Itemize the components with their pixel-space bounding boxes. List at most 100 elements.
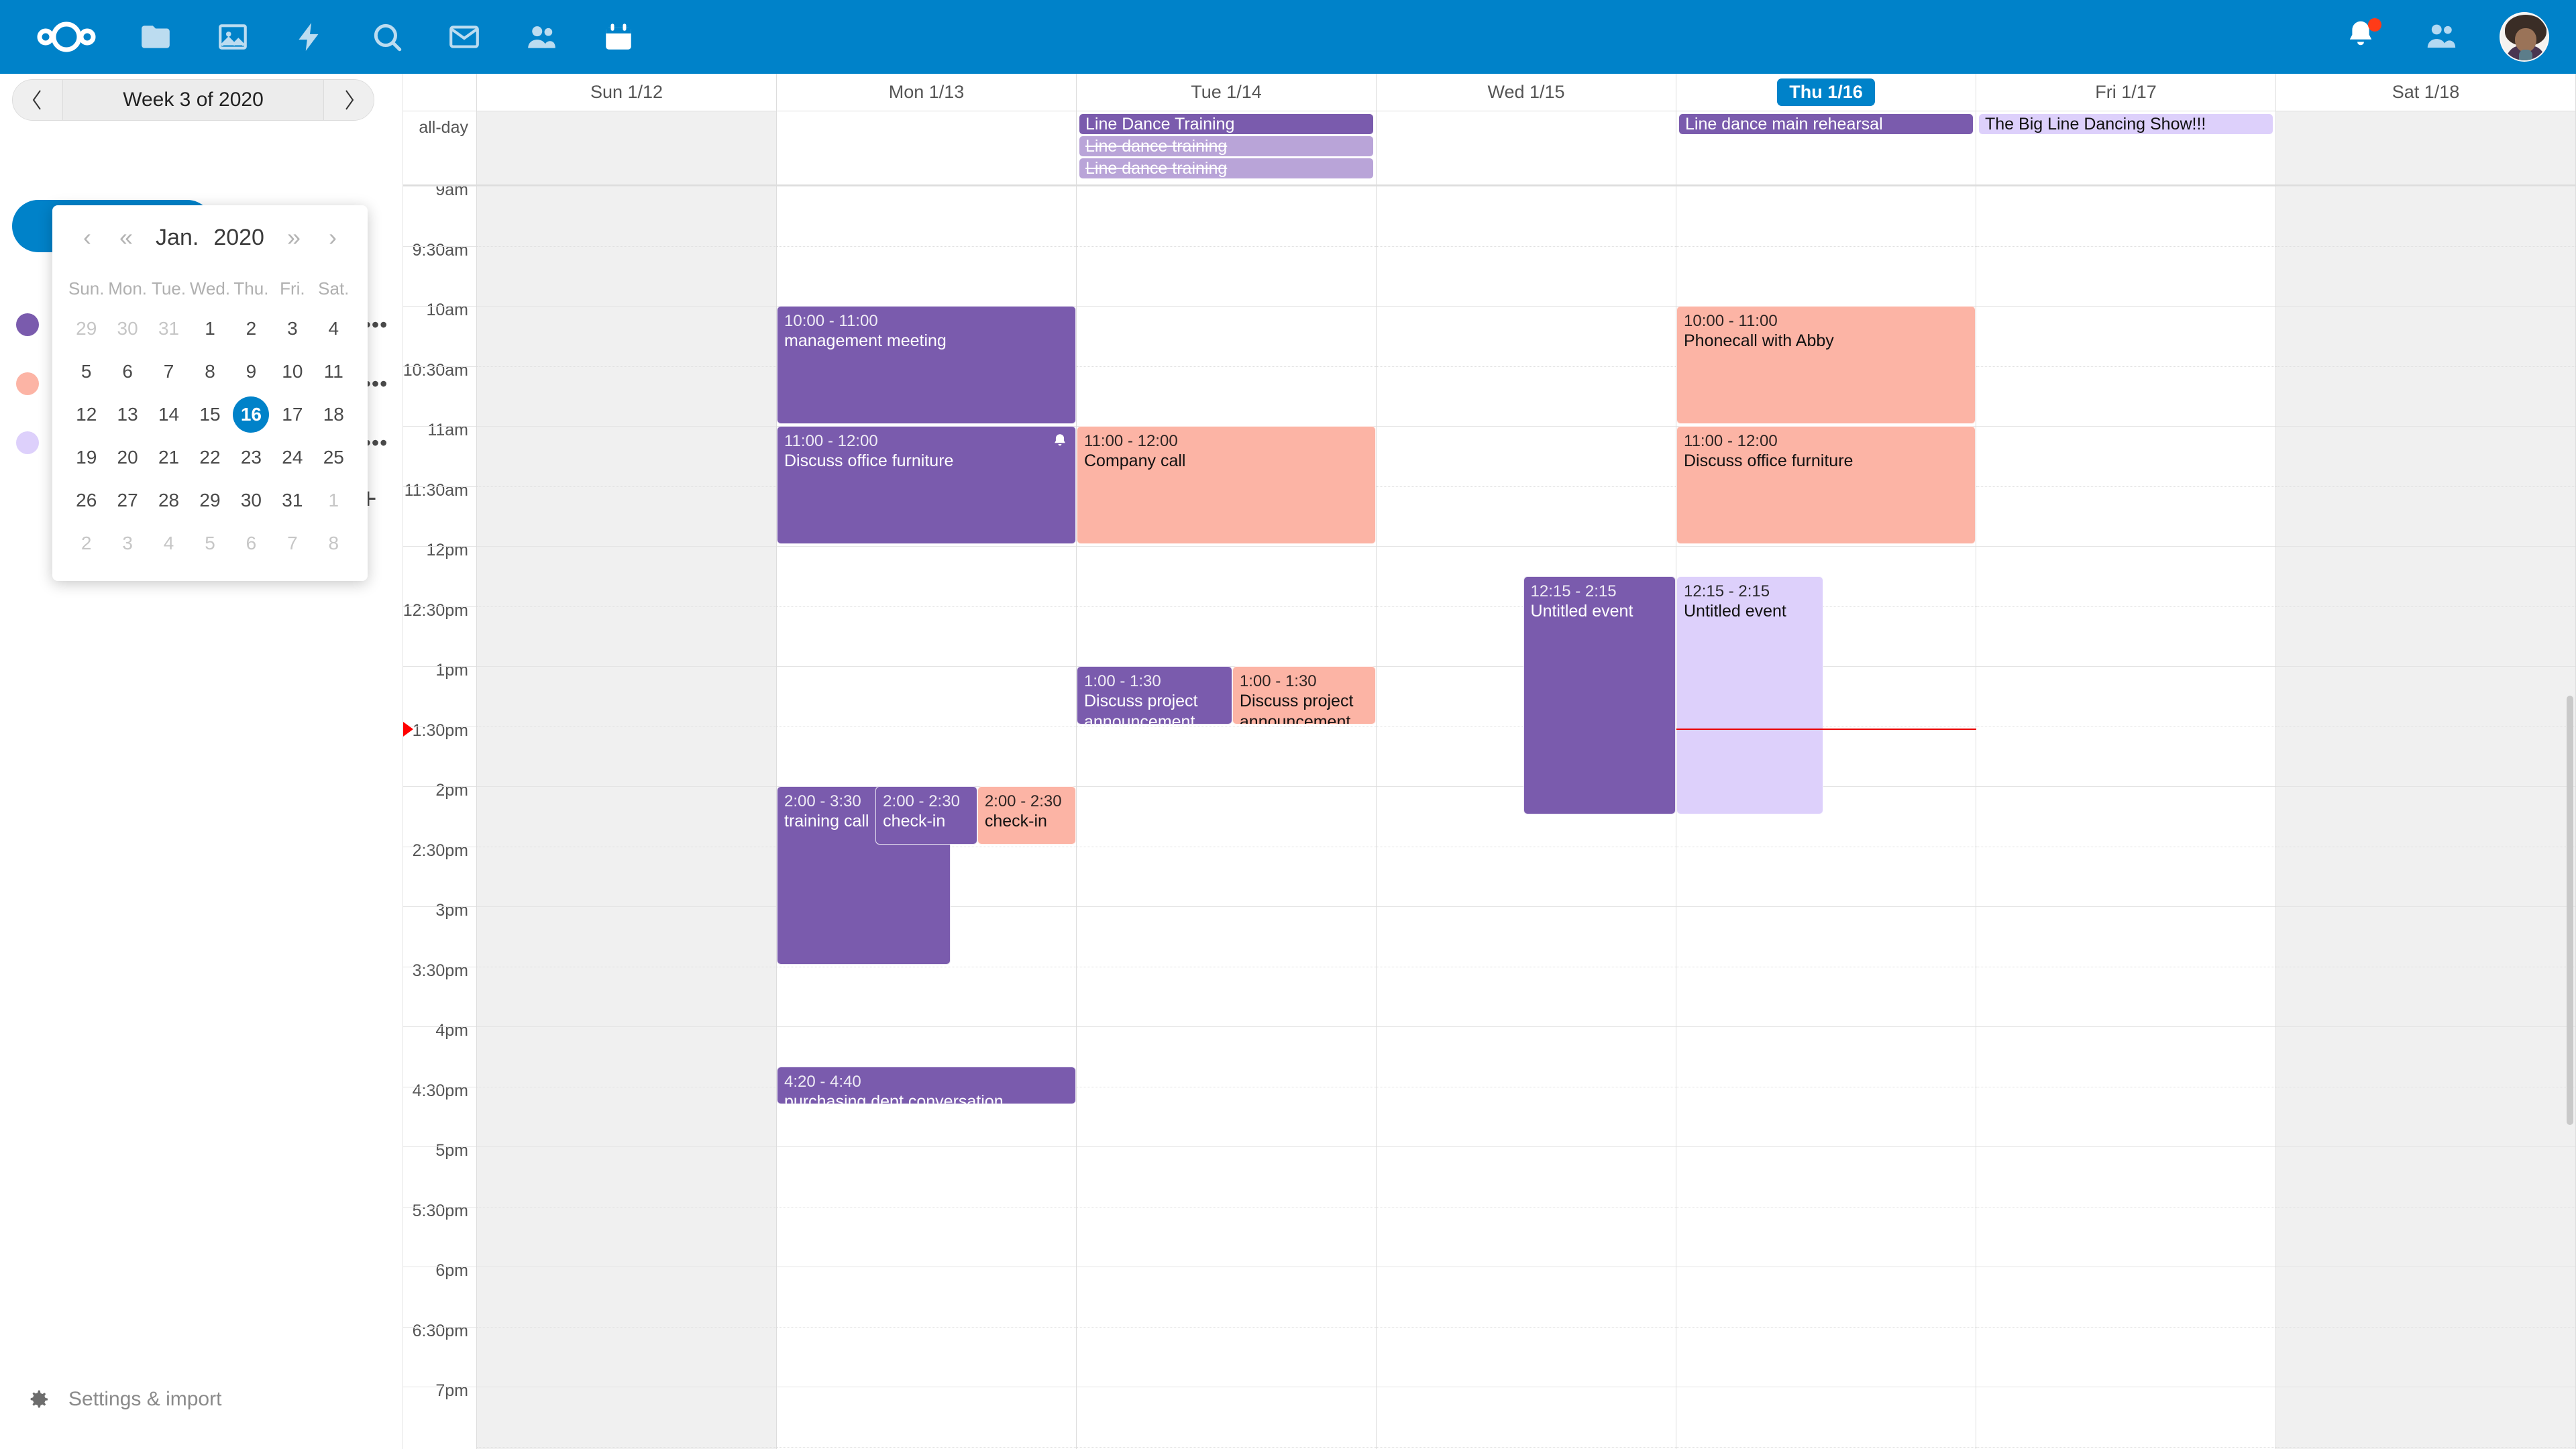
date-picker-day[interactable]: 28 [158, 490, 180, 511]
date-picker-day[interactable]: 12 [76, 404, 97, 425]
date-picker-day[interactable]: 11 [323, 361, 343, 382]
date-picker-day[interactable]: 5 [205, 533, 215, 553]
date-picker-day[interactable]: 9 [246, 361, 257, 382]
day-header-1[interactable]: Mon 1/13 [777, 74, 1077, 111]
calendar-event[interactable]: 12:15 - 2:15 Untitled event [1523, 576, 1676, 814]
day-header-5[interactable]: Fri 1/17 [1976, 74, 2276, 111]
next-month-button[interactable]: › [329, 223, 337, 251]
date-picker-year[interactable]: 2020 [213, 224, 264, 250]
date-picker-day[interactable]: 1 [328, 490, 339, 511]
calendar-event[interactable]: 2:00 - 2:30 check-in [977, 786, 1076, 845]
date-picker-day[interactable]: 25 [323, 447, 344, 468]
date-picker-day[interactable]: 4 [328, 318, 339, 339]
date-picker-day[interactable]: 19 [76, 447, 97, 468]
all-day-column-3[interactable] [1377, 111, 1676, 184]
date-picker-month[interactable]: Jan. [156, 224, 199, 250]
date-picker-day[interactable]: 10 [282, 361, 303, 382]
all-day-event[interactable]: The Big Line Dancing Show!!! [1979, 114, 2273, 134]
previous-week-button[interactable] [13, 80, 62, 120]
day-column-4[interactable]: 12:15 - 2:15 Untitled event 10:00 - 11:00 P… [1676, 186, 1976, 1449]
day-header-0[interactable]: Sun 1/12 [477, 74, 777, 111]
calendar-event[interactable]: 11:00 - 12:00 Discuss office furniture [777, 426, 1076, 544]
date-picker-day-selected[interactable]: 16 [231, 393, 272, 436]
contacts-icon[interactable] [502, 0, 580, 74]
settings-and-import-button[interactable]: Settings & import [0, 1373, 402, 1426]
date-picker-day[interactable]: 22 [199, 447, 221, 468]
date-picker-day[interactable]: 2 [80, 533, 92, 553]
photos-icon[interactable] [194, 0, 271, 74]
day-column-6[interactable] [2276, 186, 2576, 1449]
calendar-icon[interactable] [580, 0, 657, 74]
date-picker-day[interactable]: 23 [240, 447, 262, 468]
date-picker-day[interactable]: 3 [122, 533, 133, 553]
date-picker-day[interactable]: 1 [205, 318, 215, 339]
date-picker-day[interactable]: 30 [240, 490, 262, 511]
date-picker-day[interactable]: 4 [163, 533, 174, 553]
all-day-column-5[interactable]: The Big Line Dancing Show!!! [1976, 111, 2276, 184]
all-day-column-1[interactable] [777, 111, 1077, 184]
date-picker-day[interactable]: 29 [76, 318, 97, 339]
date-picker-day[interactable]: 26 [76, 490, 97, 511]
all-day-column-0[interactable] [477, 111, 777, 184]
week-label[interactable]: Week 3 of 2020 [62, 80, 324, 120]
all-day-column-4[interactable]: Line dance main rehearsal [1676, 111, 1976, 184]
date-picker-day[interactable]: 8 [205, 361, 215, 382]
calendar-event[interactable]: 2:00 - 2:30 check-in [875, 786, 977, 845]
date-picker-day[interactable]: 13 [117, 404, 138, 425]
date-picker-day[interactable]: 24 [282, 447, 303, 468]
calendar-event[interactable]: 10:00 - 11:00 Phonecall with Abby [1676, 306, 1976, 424]
date-picker-day[interactable]: 8 [328, 533, 339, 553]
date-picker-day[interactable]: 15 [199, 404, 221, 425]
date-picker-day[interactable]: 7 [163, 361, 174, 382]
date-picker-day[interactable]: 29 [199, 490, 221, 511]
calendar-event[interactable]: 12:15 - 2:15 Untitled event [1676, 576, 1823, 814]
date-picker-day[interactable]: 5 [80, 361, 92, 382]
date-picker-day[interactable]: 7 [287, 533, 298, 553]
date-picker-day[interactable]: 27 [117, 490, 138, 511]
user-avatar[interactable] [2500, 12, 2549, 62]
calendar-event[interactable]: 11:00 - 12:00 Discuss office furniture [1676, 426, 1976, 544]
calendar-event[interactable]: 1:00 - 1:30 Discuss project announcement [1077, 666, 1232, 724]
date-picker-day[interactable]: 21 [158, 447, 180, 468]
vertical-scrollbar[interactable] [2567, 696, 2573, 1125]
day-header-2[interactable]: Tue 1/14 [1077, 74, 1377, 111]
date-picker-day[interactable]: 6 [122, 361, 133, 382]
calendar-event[interactable]: 4:20 - 4:40 purchasing dept conversation [777, 1066, 1076, 1105]
previous-month-button[interactable]: ‹ [83, 223, 91, 251]
day-column-0[interactable] [477, 186, 777, 1449]
activity-icon[interactable] [271, 0, 348, 74]
day-header-4[interactable]: Thu 1/16 [1676, 74, 1976, 111]
all-day-column-2[interactable]: Line Dance Training Line dance training Li… [1077, 111, 1377, 184]
date-picker-day[interactable]: 20 [117, 447, 138, 468]
all-day-event[interactable]: Line Dance Training [1079, 114, 1373, 134]
notifications-bell-icon[interactable] [2343, 17, 2383, 57]
date-picker-day[interactable]: 31 [282, 490, 303, 511]
date-picker-day[interactable]: 18 [323, 404, 344, 425]
date-picker-day[interactable]: 2 [246, 318, 257, 339]
nextcloud-logo[interactable] [16, 21, 117, 53]
calendar-event[interactable]: 10:00 - 11:00 management meeting [777, 306, 1076, 424]
day-header-3[interactable]: Wed 1/15 [1377, 74, 1676, 111]
all-day-event[interactable]: Line dance training [1079, 136, 1373, 156]
date-picker-day[interactable]: 14 [158, 404, 180, 425]
all-day-event[interactable]: Line dance main rehearsal [1679, 114, 1973, 134]
day-column-5[interactable] [1976, 186, 2276, 1449]
calendar-event[interactable]: 11:00 - 12:00 Company call [1077, 426, 1376, 544]
day-column-3[interactable]: 12:15 - 2:15 Untitled event [1377, 186, 1676, 1449]
files-icon[interactable] [117, 0, 194, 74]
date-picker-day[interactable]: 3 [287, 318, 298, 339]
time-grid-scroll[interactable]: 9am 9:30am 10am 10:30am 11am 11:30am 12pm 12:30… [403, 186, 2576, 1449]
date-picker-day[interactable]: 6 [246, 533, 257, 553]
contacts-menu-icon[interactable] [2423, 17, 2459, 57]
day-column-1[interactable]: 10:00 - 11:00 management meeting 11:00 - 1… [777, 186, 1077, 1449]
date-picker-day[interactable]: 17 [282, 404, 303, 425]
all-day-event[interactable]: Line dance training [1079, 158, 1373, 178]
previous-year-button[interactable]: « [119, 223, 133, 251]
next-year-button[interactable]: » [286, 223, 301, 251]
date-picker-day[interactable]: 31 [158, 318, 180, 339]
day-header-6[interactable]: Sat 1/18 [2276, 74, 2576, 111]
all-day-column-6[interactable] [2276, 111, 2576, 184]
date-picker-day[interactable]: 30 [117, 318, 138, 339]
calendar-event[interactable]: 1:00 - 1:30 Discuss project announcement [1232, 666, 1376, 724]
search-icon[interactable] [348, 0, 425, 74]
